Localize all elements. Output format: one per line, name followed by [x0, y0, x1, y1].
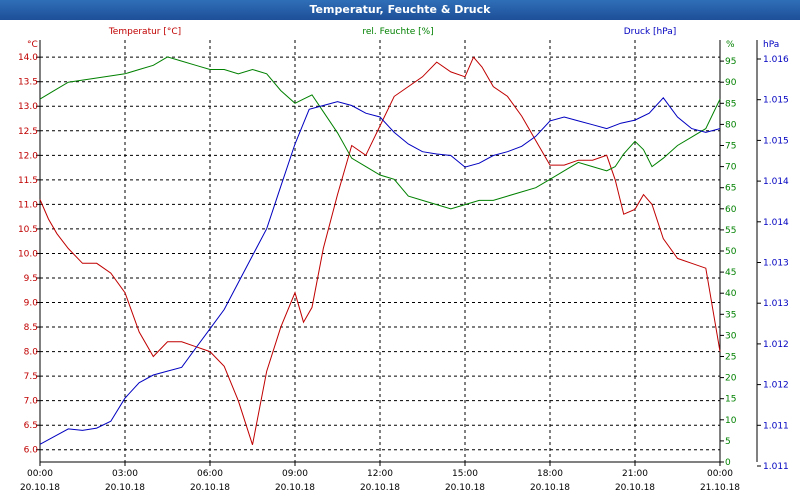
date-tick-label: 20.10.18	[445, 483, 485, 493]
temperature-tick-label: 10.0	[18, 249, 38, 259]
temperature-tick-label: 7.0	[24, 397, 39, 407]
date-tick-label: 20.10.18	[360, 483, 400, 493]
humidity-tick-label: 20	[725, 374, 737, 384]
pressure-unit: hPa	[763, 40, 779, 50]
pressure-tick-label: 1.016	[763, 55, 789, 65]
temperature-tick-label: 11.0	[18, 200, 38, 210]
temperature-series-line	[39, 56, 721, 445]
humidity-tick-label: 5	[725, 437, 731, 447]
pressure-tick-label: 1.011	[763, 462, 789, 472]
chart-background	[0, 20, 800, 500]
time-tick-label: 03:00	[112, 469, 138, 479]
time-tick-label: 21:00	[622, 469, 648, 479]
humidity-unit: %	[726, 40, 735, 50]
temperature-tick-label: 9.0	[24, 299, 39, 309]
date-tick-label: 21.10.18	[700, 483, 740, 493]
date-tick-label: 20.10.18	[615, 483, 655, 493]
line-chart: Temperatur [°C] rel. Feuchte [%] Druck […	[0, 20, 800, 500]
pressure-tick-label: 1.015	[763, 96, 789, 106]
date-tick-label: 20.10.18	[530, 483, 570, 493]
date-tick-label: 20.10.18	[275, 483, 315, 493]
humidity-tick-label: 45	[725, 268, 736, 278]
temperature-tick-label: 6.0	[24, 446, 39, 456]
time-tick-label: 00:00	[27, 469, 53, 479]
temperature-tick-label: 10.5	[18, 225, 38, 235]
time-tick-label: 00:00	[707, 469, 733, 479]
humidity-tick-label: 10	[725, 416, 737, 426]
humidity-tick-label: 85	[725, 99, 736, 109]
temperature-tick-label: 6.5	[24, 421, 38, 431]
time-ticks: 00:00 20.10.18 03:00 20.10.18 06:00 20.10.18 0…	[20, 462, 740, 493]
temperature-unit: °C	[27, 40, 38, 50]
time-tick-label: 09:00	[282, 469, 308, 479]
pressure-tick-label: 1.014	[763, 218, 789, 228]
temperature-tick-label: 7.5	[24, 372, 38, 382]
pressure-tick-label: 1.015	[763, 136, 789, 146]
temperature-tick-label: 12.5	[18, 127, 38, 137]
date-tick-label: 20.10.18	[105, 483, 145, 493]
temperature-axis-label: Temperatur [°C]	[108, 27, 181, 37]
humidity-tick-label: 15	[725, 395, 736, 405]
humidity-tick-label: 40	[725, 289, 737, 299]
pressure-tick-label: 1.012	[763, 340, 789, 350]
pressure-tick-label: 1.014	[763, 177, 789, 187]
time-tick-label: 06:00	[197, 469, 223, 479]
humidity-tick-label: 65	[725, 184, 736, 194]
temperature-tick-label: 12.0	[18, 151, 38, 161]
temperature-tick-label: 11.5	[18, 176, 38, 186]
humidity-tick-label: 60	[725, 205, 737, 215]
date-tick-label: 20.10.18	[20, 483, 60, 493]
humidity-tick-label: 50	[725, 247, 737, 257]
humidity-tick-label: 25	[725, 353, 736, 363]
humidity-tick-label: 95	[725, 57, 736, 67]
temperature-tick-label: 13.0	[18, 102, 38, 112]
humidity-tick-label: 30	[725, 331, 737, 341]
pressure-tick-label: 1.013	[763, 299, 789, 309]
temperature-tick-label: 8.0	[24, 348, 39, 358]
chart-title: Temperatur, Feuchte & Druck	[0, 0, 800, 20]
pressure-ticks: 1.011 1.011 1.012 1.012 1.013 1.013 1.014 1.014…	[757, 55, 789, 472]
pressure-tick-label: 1.013	[763, 259, 789, 269]
temperature-tick-label: 14.0	[18, 53, 38, 63]
time-tick-label: 12:00	[367, 469, 393, 479]
humidity-tick-label: 90	[725, 78, 737, 88]
humidity-tick-label: 80	[725, 120, 737, 130]
humidity-ticks: 0 5 10 15 20 25 30 35 40 45 50 55 60 65 70 75 80 85 90 95	[720, 57, 737, 468]
pressure-axis-label: Druck [hPa]	[624, 27, 677, 37]
temperature-ticks: 6.0 6.5 7.0 7.5 8.0 8.5 9.0 9.5 10.0 10.5 11.0 11.5…	[18, 53, 40, 456]
temperature-tick-label: 8.5	[24, 323, 38, 333]
pressure-series-line	[39, 97, 721, 445]
grid	[40, 40, 720, 462]
temperature-tick-label: 9.5	[24, 274, 38, 284]
humidity-tick-label: 0	[725, 458, 731, 468]
humidity-tick-label: 75	[725, 142, 736, 152]
humidity-axis-label: rel. Feuchte [%]	[362, 27, 433, 37]
humidity-tick-label: 70	[725, 163, 737, 173]
pressure-tick-label: 1.012	[763, 381, 789, 391]
humidity-tick-label: 35	[725, 310, 736, 320]
temperature-tick-label: 13.5	[18, 78, 38, 88]
pressure-tick-label: 1.011	[763, 421, 789, 431]
time-tick-label: 18:00	[537, 469, 563, 479]
humidity-tick-label: 55	[725, 226, 736, 236]
date-tick-label: 20.10.18	[190, 483, 230, 493]
humidity-series-line	[39, 56, 721, 210]
time-tick-label: 15:00	[452, 469, 478, 479]
